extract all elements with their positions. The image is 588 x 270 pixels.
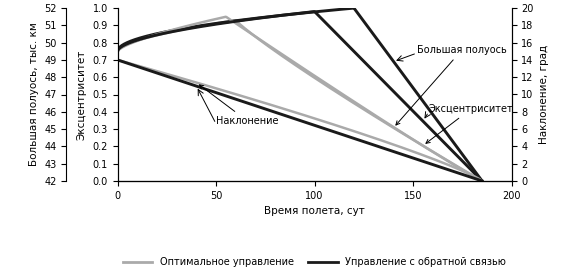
X-axis label: Время полета, сут: Время полета, сут [264,206,365,216]
Y-axis label: Наклонение, град: Наклонение, град [539,45,549,144]
Legend: Оптимальное управление, Управление с обратной связью: Оптимальное управление, Управление с обр… [119,253,510,270]
Text: Эксцентриситет: Эксцентриситет [426,104,513,143]
Text: Наклонение: Наклонение [199,85,279,126]
Y-axis label: Большая полуось, тыс. км: Большая полуось, тыс. км [29,23,39,166]
Y-axis label: Эксцентриситет: Эксцентриситет [77,49,87,140]
Text: Большая полуось: Большая полуось [396,45,507,125]
